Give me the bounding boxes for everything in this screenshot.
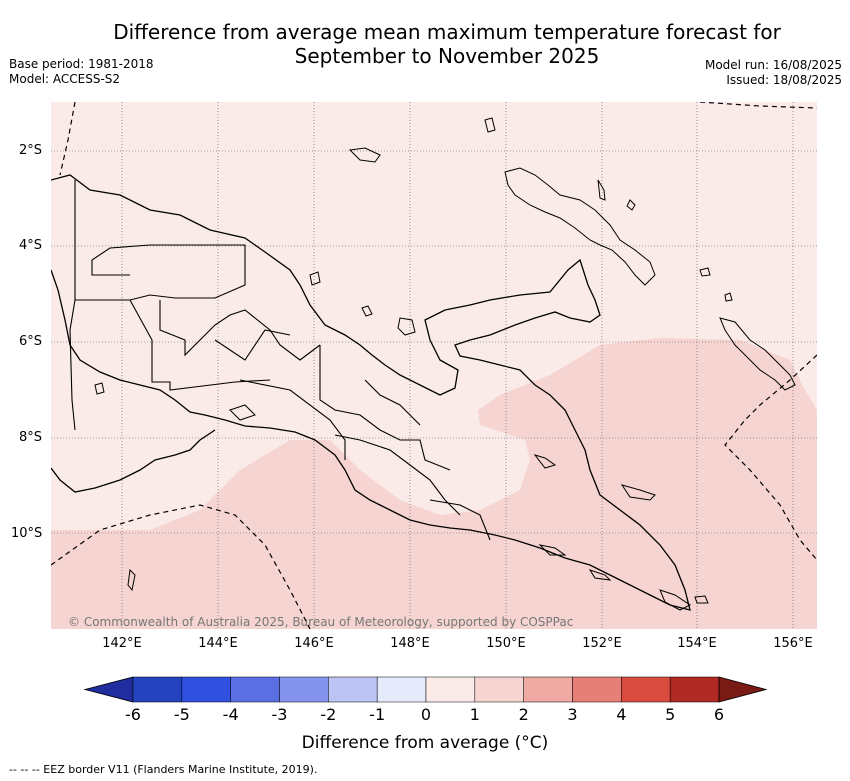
colorbar-tick-label: 5 bbox=[665, 705, 676, 724]
colorbar-lower-extension bbox=[83, 676, 134, 703]
colorbar-swatch bbox=[523, 676, 573, 703]
graticule bbox=[51, 102, 817, 629]
map-title: Difference from average mean maximum tem… bbox=[0, 20, 850, 68]
colorbar-tick-label: -2 bbox=[320, 705, 337, 724]
colorbar-tick-label: 1 bbox=[469, 705, 480, 724]
boundaries bbox=[69, 180, 491, 541]
colorbar-tick-label: -4 bbox=[222, 705, 239, 724]
colorbar-label: Difference from average (°C) bbox=[301, 733, 549, 753]
model-run: Model run: 16/08/2025 bbox=[704, 58, 842, 72]
colorbar-swatch bbox=[474, 676, 524, 703]
lon-label-148e: 148°E bbox=[390, 636, 430, 651]
eez-legend-note: -- -- -- EEZ border V11 (Flanders Marine… bbox=[9, 763, 318, 776]
colorbar-swatch bbox=[132, 676, 183, 703]
lat-label-10s: 10°S bbox=[11, 526, 43, 541]
colorbar-swatch bbox=[279, 676, 329, 703]
lon-label-150e: 150°E bbox=[486, 636, 526, 651]
lon-label-154e: 154°E bbox=[677, 636, 717, 651]
eez-borders bbox=[51, 102, 817, 629]
colorbar-swatch bbox=[376, 676, 427, 703]
colorbar-tick-label: -3 bbox=[271, 705, 288, 724]
lon-label-146e: 146°E bbox=[294, 636, 334, 651]
south-coast bbox=[51, 429, 216, 493]
lon-label-144e: 144°E bbox=[198, 636, 238, 651]
lon-label-156e: 156°E bbox=[773, 636, 813, 651]
colorbar-swatch bbox=[230, 676, 280, 703]
title-line-2: September to November 2025 bbox=[294, 44, 600, 68]
colorbar-upper-extension bbox=[718, 676, 768, 703]
title-line-1: Difference from average mean maximum tem… bbox=[113, 20, 781, 44]
lat-label-4s: 4°S bbox=[19, 238, 43, 253]
lat-label-6s: 6°S bbox=[19, 334, 43, 349]
colorbar-tick-label: -1 bbox=[369, 705, 386, 724]
lat-label-8s: 8°S bbox=[19, 430, 43, 445]
anomaly-region-1-to-2 bbox=[51, 338, 817, 629]
colorbar-swatch bbox=[621, 676, 671, 703]
colorbar-tick-label: -6 bbox=[125, 705, 141, 724]
islands bbox=[94, 117, 796, 611]
colorbar-swatch bbox=[572, 676, 622, 703]
colorbar-swatch bbox=[425, 676, 476, 703]
colorbar-tick-label: -5 bbox=[173, 705, 190, 724]
copyright-notice: © Commonwealth of Australia 2025, Bureau… bbox=[68, 615, 573, 629]
colorbar-tick-label: 0 bbox=[420, 705, 432, 724]
lon-label-152e: 152°E bbox=[582, 636, 622, 651]
run-info: Model run: 16/08/2025 Issued: 18/08/2025 bbox=[705, 58, 842, 88]
colorbar-tick-label: 2 bbox=[518, 705, 529, 724]
colorbar-tick-label: 4 bbox=[616, 705, 627, 724]
base-info: Base period: 1981-2018 Model: ACCESS-S2 bbox=[9, 57, 154, 87]
colorbar-swatch bbox=[669, 676, 720, 703]
new-guinea-coastline bbox=[51, 174, 691, 611]
colorbar bbox=[83, 676, 768, 703]
model-name: Model: ACCESS-S2 bbox=[9, 72, 121, 86]
colorbar-swatch bbox=[328, 676, 378, 703]
lon-label-142e: 142°E bbox=[102, 636, 142, 651]
colorbar-tick-label: 3 bbox=[567, 705, 578, 724]
colorbar-tick-label: 6 bbox=[713, 705, 725, 724]
issued-date: Issued: 18/08/2025 bbox=[726, 73, 842, 87]
colorbar-swatch bbox=[181, 676, 231, 703]
base-period: Base period: 1981-2018 bbox=[9, 57, 154, 71]
lat-label-2s: 2°S bbox=[19, 143, 43, 158]
